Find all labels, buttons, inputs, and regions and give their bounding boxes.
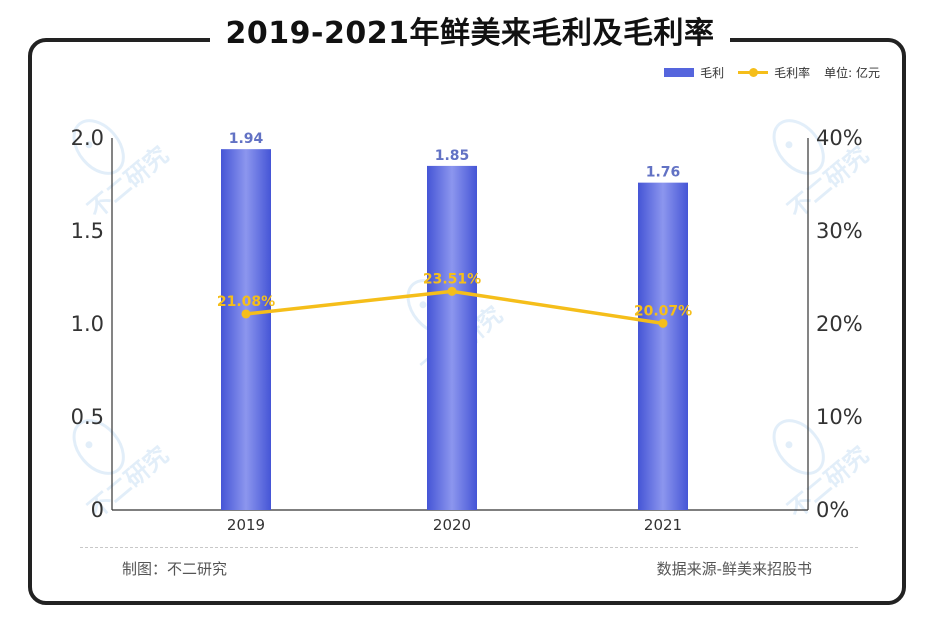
chart-title: 2019-2021年鲜美来毛利及毛利率	[209, 12, 731, 56]
rate-point	[658, 318, 668, 328]
unit-note: 单位: 亿元	[824, 64, 880, 81]
rate-point	[447, 286, 457, 296]
left-tick-label: 0.5	[71, 405, 104, 429]
footer-credit: 制图：不二研究	[122, 560, 228, 578]
left-tick-label: 1.0	[71, 312, 104, 336]
legend-bar-label: 毛利	[700, 66, 725, 80]
bar-value-label: 1.85	[435, 148, 470, 164]
footer-source: 数据来源-鲜美来招股书	[656, 560, 812, 578]
right-tick-label: 20%	[816, 312, 863, 336]
rate-value-label: 20.07%	[634, 303, 692, 319]
right-tick-label: 40%	[816, 126, 863, 150]
x-tick-label: 2021	[644, 516, 682, 534]
legend: 毛利 毛利率 单位: 亿元	[650, 64, 880, 81]
legend-line-swatch	[738, 68, 769, 77]
right-tick-label: 0%	[816, 498, 849, 522]
svg-text:不二研究: 不二研究	[783, 141, 875, 224]
watermark-1: 不二研究	[72, 119, 175, 224]
legend-bar-swatch	[664, 68, 695, 77]
bar-2021	[638, 182, 688, 510]
bar-2019	[221, 149, 271, 510]
left-tick-label: 0	[91, 498, 104, 522]
rate-point	[241, 309, 251, 319]
bar-value-label: 1.76	[646, 165, 681, 181]
title-container: 2019-2021年鲜美来毛利及毛利率	[0, 12, 940, 56]
right-tick-label: 10%	[816, 405, 863, 429]
unit-note-text: 单位: 亿元	[824, 66, 880, 80]
rate-value-label: 23.51%	[423, 271, 481, 287]
footer-divider	[80, 547, 858, 548]
x-tick-label: 2020	[433, 516, 471, 534]
left-tick-label: 2.0	[71, 126, 104, 150]
right-tick-label: 30%	[816, 219, 863, 243]
rate-value-label: 21.08%	[217, 294, 275, 310]
svg-text:不二研究: 不二研究	[83, 141, 175, 224]
x-tick-label: 2019	[227, 516, 265, 534]
bar-2020	[427, 165, 477, 510]
legend-item-line: 毛利率	[738, 64, 810, 81]
left-tick-label: 1.5	[71, 219, 104, 243]
bar-value-label: 1.94	[229, 131, 264, 147]
watermark-3: 不二研究	[72, 419, 174, 524]
legend-item-bar: 毛利	[664, 64, 724, 81]
legend-line-label: 毛利率	[774, 66, 811, 80]
